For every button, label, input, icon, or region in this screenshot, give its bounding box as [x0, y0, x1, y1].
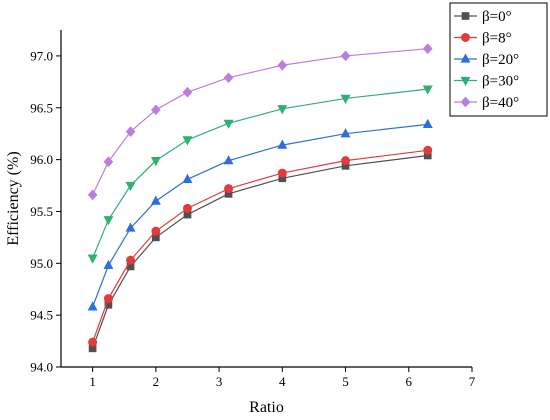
data-point: [340, 94, 351, 105]
x-tick-label: 2: [153, 374, 160, 389]
legend-label: β=40°: [482, 95, 519, 111]
data-point: [422, 43, 433, 54]
legend-label: β=30°: [482, 74, 519, 90]
data-point: [88, 337, 98, 347]
data-point: [223, 155, 234, 165]
y-tick-label: 94.5: [30, 308, 53, 323]
x-tick-label: 4: [279, 374, 286, 389]
data-point: [87, 189, 98, 201]
axes: 1 2 3 4 5 6 7 94.0 94.5 95.0 95.5 96.0 96.5 97.0: [30, 30, 476, 389]
data-point: [125, 126, 136, 137]
data-point: [150, 195, 161, 205]
legend-item: β=0°: [454, 9, 512, 25]
data-point: [340, 128, 351, 138]
data-point: [151, 226, 161, 236]
data-point: [150, 157, 161, 167]
data-point: [341, 156, 351, 166]
data-point: [340, 50, 351, 62]
y-tick-label: 96.0: [30, 152, 53, 167]
series-line: [92, 123, 428, 308]
y-tick-label: 96.5: [30, 100, 53, 115]
data-point: [423, 145, 433, 155]
legend-item: β=20°: [454, 52, 519, 68]
legend-label: β=20°: [482, 52, 519, 68]
series-0: [88, 151, 432, 353]
x-tick-label: 6: [406, 374, 413, 389]
data-point: [422, 118, 433, 128]
data-point: [277, 139, 288, 149]
data-point: [422, 85, 433, 95]
data-point: [103, 216, 114, 226]
data-point: [103, 156, 114, 168]
data-point: [151, 104, 161, 116]
data-point: [125, 222, 136, 232]
legend-label: β=0°: [482, 9, 512, 25]
data-point: [182, 173, 193, 183]
series-layer: [87, 43, 433, 353]
data-point: [103, 259, 114, 270]
y-tick-label: 94.0: [30, 360, 53, 375]
series-line: [92, 154, 428, 349]
y-tick-label: 95.5: [30, 204, 53, 219]
data-point: [223, 72, 234, 84]
x-tick-label: 7: [469, 374, 476, 389]
x-tick-label: 3: [216, 374, 223, 389]
series-line: [92, 88, 428, 259]
data-point: [223, 119, 234, 129]
y-axis-title: Efficiency (%): [5, 151, 22, 245]
legend-marker: [460, 53, 471, 63]
data-point: [87, 254, 98, 264]
y-tick-label: 95.0: [30, 256, 53, 271]
x-axis-title: Ratio: [249, 399, 284, 416]
data-point: [125, 181, 136, 192]
legend-marker: [461, 12, 470, 20]
legend-item: β=8°: [454, 31, 512, 47]
data-point: [277, 59, 288, 71]
legend-marker: [460, 96, 471, 108]
x-tick-label: 5: [342, 374, 349, 389]
legend-marker: [460, 76, 471, 87]
series-line: [92, 149, 428, 343]
data-point: [277, 105, 288, 115]
legend-item: β=30°: [454, 74, 519, 90]
data-point: [182, 136, 193, 146]
data-point: [224, 184, 234, 194]
y-tick-label: 97.0: [30, 48, 53, 63]
data-point: [182, 86, 193, 98]
x-tick-label: 1: [89, 374, 96, 389]
series-4: [87, 43, 433, 201]
legend: β=0° β=8° β=20° β=30° β=40°: [449, 2, 548, 117]
series-2: [87, 118, 433, 311]
data-point: [182, 203, 192, 213]
data-point: [103, 294, 113, 304]
data-point: [277, 168, 287, 178]
data-point: [87, 301, 98, 311]
series-1: [88, 145, 433, 347]
legend-marker: [461, 33, 470, 42]
series-3: [87, 85, 433, 264]
data-point: [126, 255, 136, 265]
legend-label: β=8°: [482, 31, 512, 47]
legend-item: β=40°: [454, 95, 519, 111]
